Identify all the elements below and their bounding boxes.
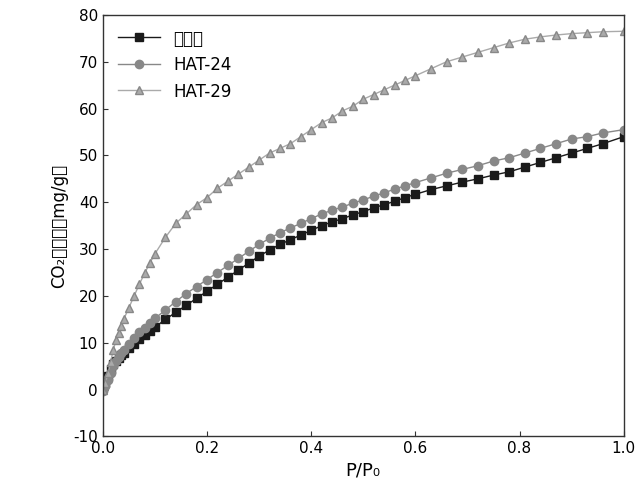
X-axis label: P/P₀: P/P₀ [346,462,381,480]
HAT-24 [349,200,357,206]
HAT-29 [521,36,529,42]
HAT-29 [99,387,107,393]
活性炭 [99,384,107,390]
HAT-29 [318,120,325,125]
HAT-29 [151,251,159,257]
活性炭 [328,219,336,225]
HAT-29 [427,66,435,72]
活性炭 [427,186,435,192]
HAT-29 [328,115,336,121]
HAT-29 [349,103,357,109]
Line: HAT-24: HAT-24 [99,125,628,395]
HAT-24 [620,126,628,132]
HAT-29 [620,28,628,34]
HAT-24 [318,211,325,217]
活性炭 [318,223,325,229]
活性炭 [151,324,159,330]
活性炭 [349,212,357,218]
HAT-24 [99,388,107,394]
HAT-24 [427,175,435,181]
HAT-24 [151,315,159,321]
活性炭 [521,164,529,170]
活性炭 [620,134,628,140]
HAT-24 [521,150,529,156]
Legend: 活性炭, HAT-24, HAT-29: 活性炭, HAT-24, HAT-29 [111,23,238,107]
Y-axis label: CO₂吸附量（mg/g）: CO₂吸附量（mg/g） [50,164,68,288]
Line: HAT-29: HAT-29 [99,27,628,394]
Line: 活性炭: 活性炭 [99,132,628,391]
HAT-24 [328,207,336,213]
